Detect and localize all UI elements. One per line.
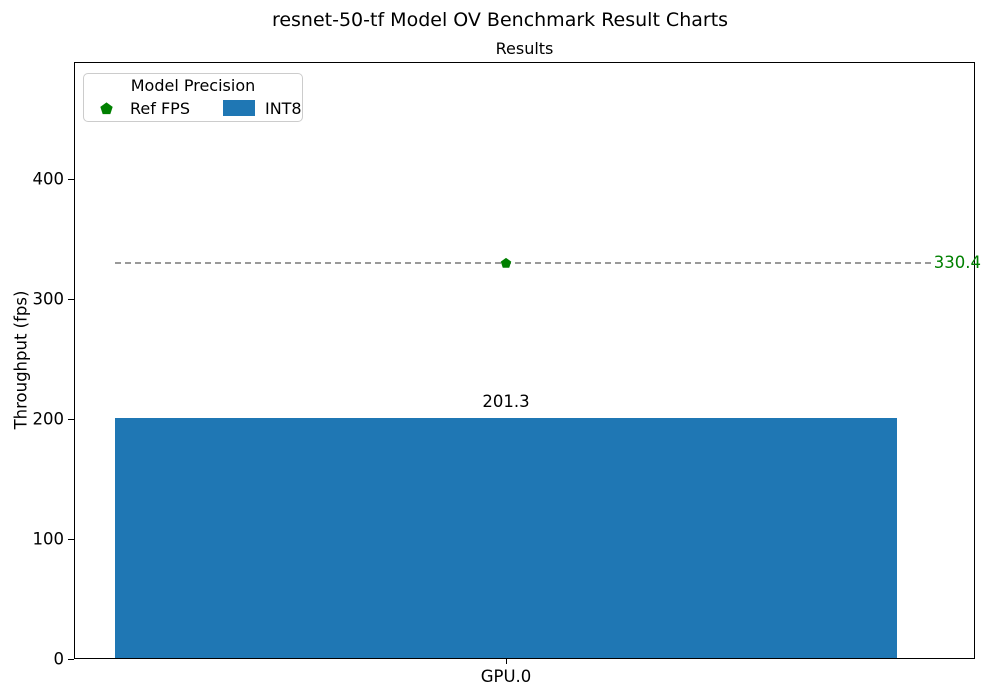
plot-area: 201.3 330.4 GPU.0	[74, 62, 981, 686]
figure-title: resnet-50-tf Model OV Benchmark Result C…	[271, 9, 729, 31]
y-tick-mark	[68, 538, 74, 540]
y-axis-tick-labels: 0 100 200 300 400	[0, 0, 65, 700]
bar-value-label: 201.3	[482, 391, 530, 411]
legend-label-int8: INT8	[264, 98, 302, 118]
legend-title: Model Precision	[130, 76, 256, 95]
legend-pentagon-icon	[100, 101, 113, 114]
x-axis-tick-label: GPU.0	[480, 667, 532, 686]
y-tick-mark	[68, 418, 74, 421]
y-tick-mark	[68, 658, 74, 660]
y-tick-mark	[68, 298, 74, 301]
legend-entries-row: Ref FPS INT8	[84, 96, 302, 120]
legend-swatch-int8	[222, 100, 255, 116]
legend: Model Precision Ref FPS INT8	[83, 73, 303, 122]
y-tick-label: 200	[32, 409, 65, 429]
x-axis-tick-mark	[505, 659, 507, 664]
y-tick-label: 100	[32, 529, 65, 549]
y-tick-label: 300	[32, 289, 65, 309]
pentagon-marker-icon	[500, 257, 511, 268]
reference-dashed-line	[115, 262, 932, 264]
y-tick-mark	[68, 178, 74, 181]
legend-label-ref-fps: Ref FPS	[130, 98, 190, 118]
reference-value-label: 330.4	[933, 253, 981, 273]
y-tick-label: 400	[32, 169, 65, 189]
axes-title: Results	[495, 39, 554, 58]
bar-int8	[115, 417, 897, 659]
y-tick-label: 0	[53, 649, 65, 669]
